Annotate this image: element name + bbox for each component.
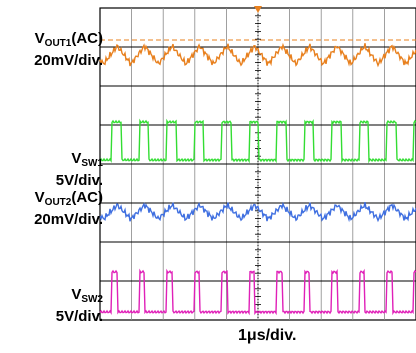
vsw2-subscript: SW2: [81, 294, 103, 305]
trace-out1: [99, 42, 416, 68]
trace-sw2: [99, 268, 416, 316]
vout2-scale: 20mV/div.: [34, 211, 103, 228]
vsw1-scale: 5V/div.: [55, 172, 103, 189]
trigger-marker: [254, 6, 262, 13]
vsw1-symbol: V: [71, 150, 82, 167]
vout2-subscript: OUT2: [44, 197, 72, 208]
vout2-suffix: (AC): [71, 189, 103, 206]
trace-out2: [99, 201, 416, 223]
vout1-label: VOUT1(AC) 20mV/div.: [34, 30, 103, 69]
scope-traces: [99, 42, 416, 316]
vout1-subscript: OUT1: [44, 38, 72, 49]
vout1-suffix: (AC): [71, 30, 103, 47]
vsw1-subscript: SW1: [81, 158, 103, 169]
vout1-scale: 20mV/div.: [34, 52, 103, 69]
vsw2-label: VSW2 5V/div.: [56, 286, 103, 325]
vsw2-scale: 5V/div.: [55, 308, 103, 325]
vout2-symbol: V: [34, 189, 45, 206]
vsw1-label: VSW1 5V/div.: [56, 150, 103, 189]
x-axis-scale-label: 1μs/div.: [238, 327, 297, 344]
vsw2-symbol: V: [71, 286, 82, 303]
vout1-symbol: V: [34, 30, 45, 47]
vout2-label: VOUT2(AC) 20mV/div.: [34, 189, 103, 228]
trace-sw1: [99, 118, 416, 164]
